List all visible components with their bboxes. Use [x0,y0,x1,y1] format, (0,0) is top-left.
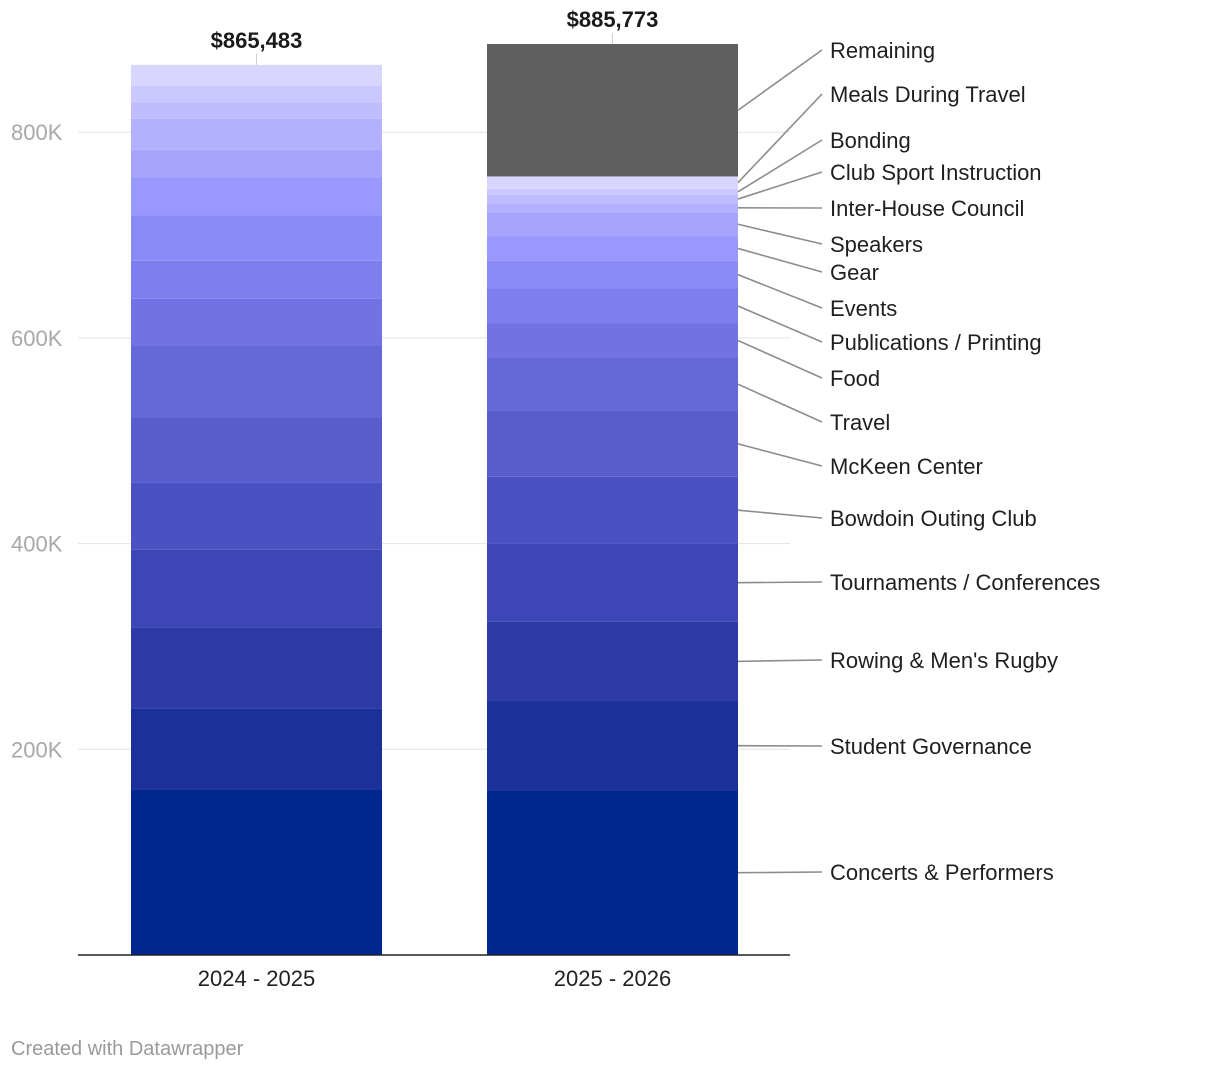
legend-label-events: Events [830,296,897,321]
bar-segment-publications-printing [131,260,382,299]
bar-segment-travel [131,345,382,418]
legend-label-speakers: Speakers [830,232,923,257]
legend-label-rowing-and-men-s-rugby: Rowing & Men's Rugby [830,648,1058,673]
stacked-bar-chart: 200K 400K 600K 800K Concerts & Performers St… [11,7,1100,991]
leader-line [737,93,823,184]
leader-line [737,383,823,423]
legend-label-bonding: Bonding [830,128,911,153]
x-tick-label: 2025 - 2026 [554,966,671,991]
legend-label-tournaments-conferences: Tournaments / Conferences [830,570,1100,595]
bar-segment-travel [487,357,738,411]
bar-segment-publications-printing [487,288,738,324]
bar-segment-meals-during-travel [131,64,382,86]
legend-label-publications-printing: Publications / Printing [830,330,1042,355]
legend-label-gear: Gear [830,260,879,285]
bar-segment-speakers [487,212,738,237]
leader-line [737,659,823,663]
bar-segment-tournaments-conferences [131,549,382,628]
bar-segment-mckeen-center [131,417,382,483]
total-label: $885,773 [567,7,659,32]
leader-line [737,339,823,379]
leader-line [737,273,823,309]
y-tick-label: 800K [11,120,63,145]
bar-segment-tournaments-conferences [487,543,738,622]
leader-line [737,171,823,200]
legend-label-remaining: Remaining [830,38,935,63]
bar-segment-inter-house-council [487,203,738,213]
legend-label-inter-house-council: Inter-House Council [830,196,1024,221]
y-axis-ticks: 200K 400K 600K 800K [11,120,63,762]
legend-label-meals-during-travel: Meals During Travel [830,82,1026,107]
bar-segment-rowing-and-men-s-rugby [131,627,382,709]
legend-labels: Concerts & Performers Student Governance R… [830,38,1100,885]
bars [131,44,738,955]
legend-leader-lines [737,49,823,874]
bar-segment-food [131,298,382,346]
bar-segment-bonding [131,85,382,103]
bar-segment-concerts-and-performers [131,789,382,955]
bar-segment-mckeen-center [487,410,738,477]
bar-segment-concerts-and-performers [487,790,738,955]
bar-segment-student-governance [131,708,382,790]
leader-line [737,871,823,874]
legend-label-concerts-and-performers: Concerts & Performers [830,860,1054,885]
bar-segment-bonding [487,188,738,195]
legend-label-student-governance: Student Governance [830,734,1032,759]
y-tick-label: 400K [11,532,63,557]
bar-segment-events [487,260,738,289]
bar-segment-bowdoin-outing-club [131,482,382,550]
bar-segment-club-sport-instruction [487,194,738,204]
legend-label-food: Food [830,366,880,391]
leader-line [737,443,823,467]
bar-segment-inter-house-council [131,118,382,150]
y-tick-label: 600K [11,326,63,351]
leader-line [737,247,823,273]
bar-segment-rowing-and-men-s-rugby [487,621,738,701]
bar-segment-food [487,323,738,358]
datawrapper-credit: Created with Datawrapper [11,1038,244,1060]
bar-segment-club-sport-instruction [131,102,382,119]
leader-line [737,139,823,193]
leader-line [737,509,823,519]
legend-label-bowdoin-outing-club: Bowdoin Outing Club [830,506,1037,531]
bar-segment-gear [487,236,738,261]
leader-line [737,581,823,584]
bar-segment-bowdoin-outing-club [487,476,738,544]
bar-segment-gear [131,177,382,216]
bar-segment-remaining [487,44,738,177]
leader-line [737,305,823,343]
legend-label-mckeen-center: McKeen Center [830,454,983,479]
bar-segment-events [131,215,382,261]
total-labels: $865,483 $885,773 [211,7,659,65]
bar-segment-student-governance [487,700,738,791]
bar-segment-speakers [131,149,382,178]
leader-line [737,49,823,111]
legend-label-club-sport-instruction: Club Sport Instruction [830,160,1042,185]
y-tick-label: 200K [11,737,63,762]
bar-segment-meals-during-travel [487,176,738,189]
leader-line [737,223,823,245]
legend-label-travel: Travel [830,410,890,435]
total-label: $865,483 [211,28,303,53]
x-tick-label: 2024 - 2025 [198,966,315,991]
x-axis-labels: 2024 - 2025 2025 - 2026 [198,966,671,991]
